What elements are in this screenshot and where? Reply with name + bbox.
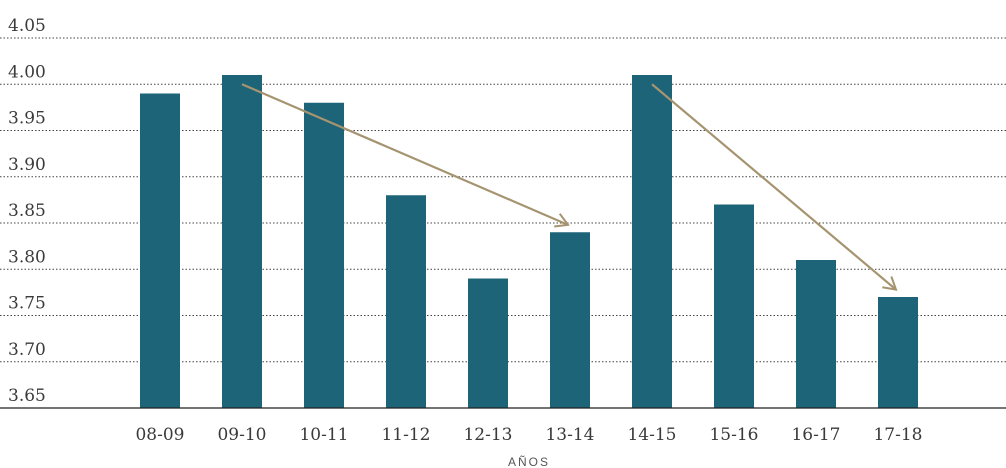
bar (632, 75, 672, 408)
y-tick-label: 3.70 (8, 340, 46, 360)
y-tick-label: 3.90 (8, 155, 46, 175)
y-tick-label: 4.05 (8, 16, 46, 36)
x-tick-label: 11-12 (381, 425, 430, 445)
y-tick-label: 3.80 (8, 247, 46, 267)
y-axis-tick-labels: 4.05 4.00 3.95 3.90 3.85 3.80 3.75 3.70 3.65 (8, 16, 46, 406)
bar (714, 204, 754, 408)
trend-arrow (241, 83, 570, 228)
y-tick-label: 3.75 (8, 294, 46, 314)
x-tick-label: 08-09 (135, 425, 184, 445)
bar (140, 93, 180, 408)
bar (222, 75, 262, 408)
x-tick-label: 14-15 (627, 425, 676, 445)
trend-arrow (651, 83, 898, 291)
y-tick-label: 3.85 (8, 201, 46, 221)
x-tick-label: 09-10 (217, 425, 266, 445)
bar (878, 297, 918, 408)
x-tick-label: 15-16 (709, 425, 758, 445)
x-tick-label: 10-11 (299, 425, 348, 445)
x-axis-label: AÑOS (508, 455, 550, 468)
bar (468, 278, 508, 408)
y-tick-label: 3.95 (8, 109, 46, 129)
x-axis-tick-labels: 08-09 09-10 10-11 11-12 12-13 13-14 14-15 15-16… (135, 425, 922, 445)
x-tick-label: 17-18 (873, 425, 922, 445)
bar (796, 260, 836, 408)
bar (386, 195, 426, 408)
x-tick-label: 16-17 (791, 425, 840, 445)
bar (304, 102, 344, 408)
x-tick-label: 12-13 (463, 425, 512, 445)
bar (550, 232, 590, 408)
trend-arrows (241, 83, 898, 291)
bars (140, 75, 918, 408)
y-tick-label: 4.00 (8, 62, 46, 82)
x-tick-label: 13-14 (545, 425, 594, 445)
y-tick-label: 3.65 (8, 386, 46, 406)
